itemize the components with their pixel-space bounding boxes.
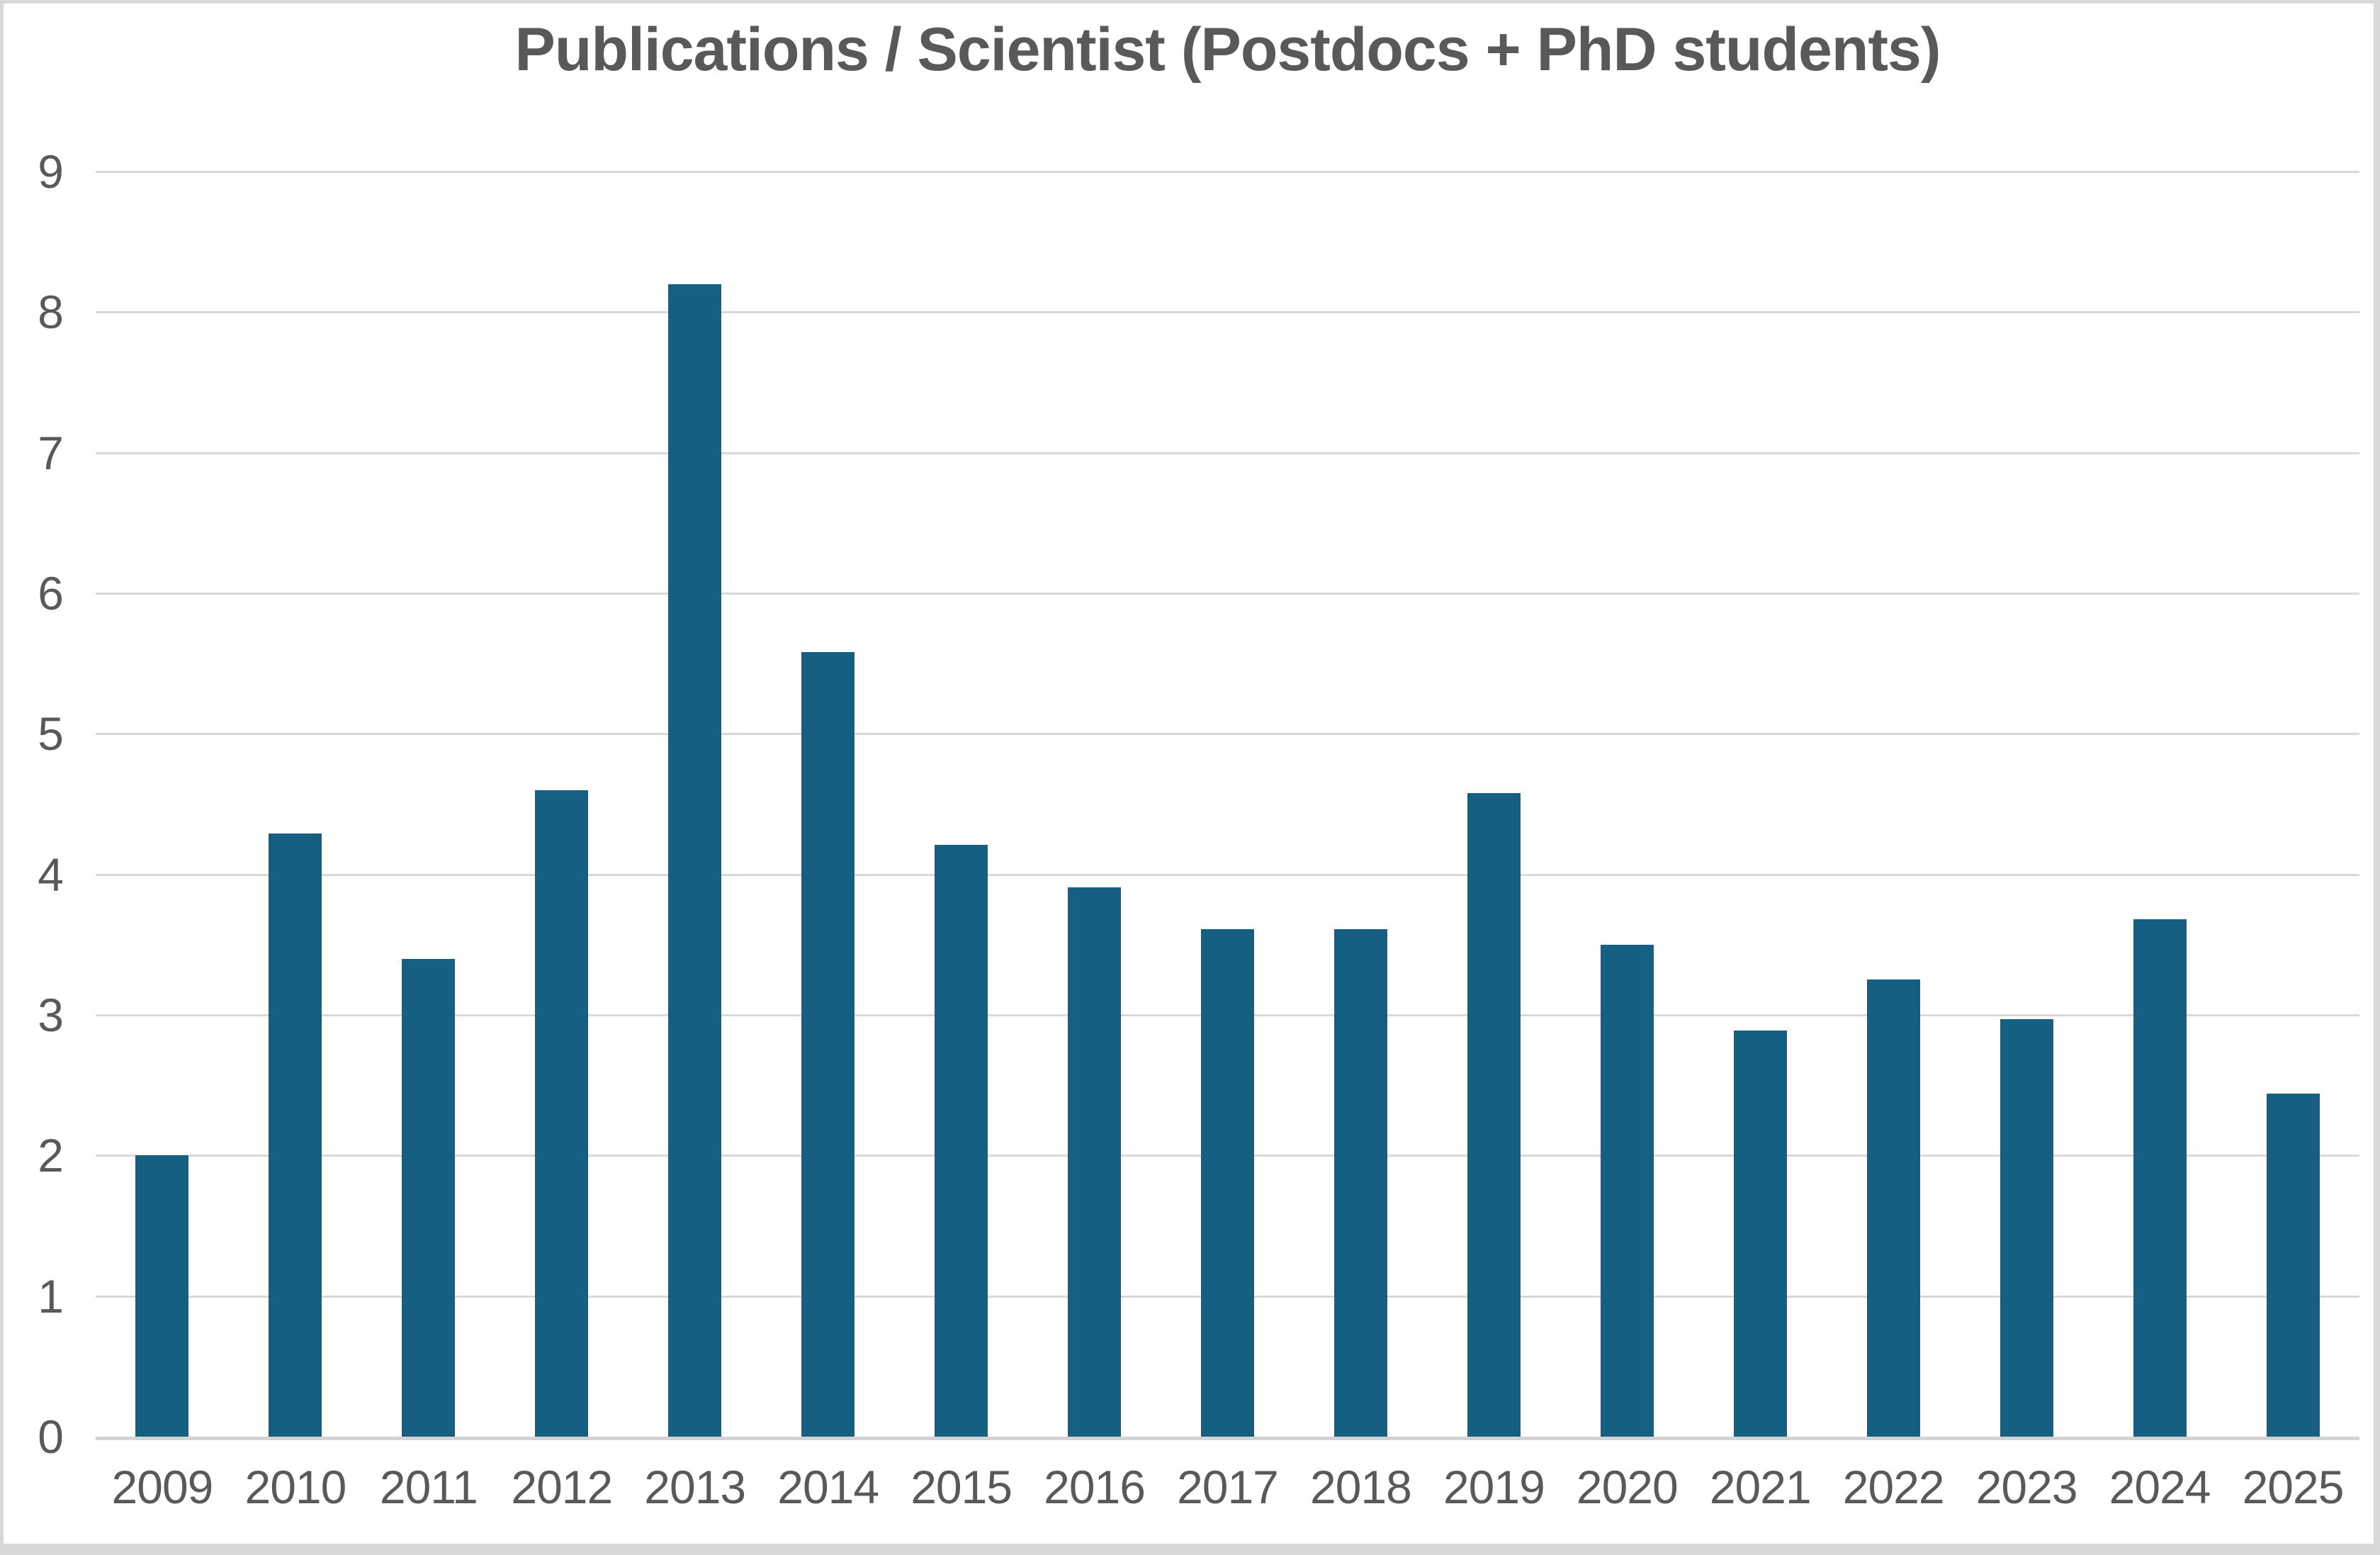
y-tick-label-4: 4 — [38, 848, 64, 901]
x-tick-label-2010: 2010 — [244, 1461, 346, 1513]
bar-2012[interactable] — [535, 790, 589, 1437]
x-tick-label-2022: 2022 — [1842, 1461, 1945, 1513]
bar-2010[interactable] — [269, 833, 322, 1437]
x-tick-label-2012: 2012 — [511, 1461, 613, 1513]
y-tick-label-6: 6 — [38, 567, 64, 619]
y-tick-label-1: 1 — [38, 1269, 64, 1323]
gridline-7 — [96, 451, 2359, 454]
x-tick-label-2021: 2021 — [1709, 1461, 1812, 1513]
y-tick-label-8: 8 — [38, 286, 64, 339]
y-tick-label-3: 3 — [38, 989, 64, 1041]
bar-2016[interactable] — [1068, 887, 1122, 1437]
chart-title: Publications / Scientist (Postdocs + PhD… — [514, 16, 1941, 84]
gridline-5 — [96, 733, 2359, 736]
x-tick-label-2016: 2016 — [1044, 1461, 1146, 1513]
gridline-4 — [96, 873, 2359, 876]
bar-2020[interactable] — [1600, 944, 1654, 1437]
gridline-6 — [96, 593, 2359, 595]
bar-2022[interactable] — [1866, 979, 1920, 1437]
x-tick-label-2015: 2015 — [910, 1461, 1013, 1513]
y-tick-label-2: 2 — [38, 1129, 64, 1182]
bar-2014[interactable] — [801, 652, 855, 1437]
x-tick-label-2011: 2011 — [379, 1461, 478, 1513]
bar-2009[interactable] — [135, 1155, 189, 1437]
y-tick-label-7: 7 — [38, 426, 64, 479]
bar-2017[interactable] — [1201, 929, 1254, 1437]
x-tick-label-2009: 2009 — [111, 1461, 214, 1513]
bar-2023[interactable] — [2000, 1018, 2053, 1437]
x-tick-label-2023: 2023 — [1975, 1461, 2078, 1513]
x-tick-label-2018: 2018 — [1310, 1461, 1412, 1513]
bar-2021[interactable] — [1733, 1030, 1787, 1437]
x-tick-label-2014: 2014 — [777, 1461, 879, 1513]
bar-2024[interactable] — [2133, 919, 2187, 1437]
x-tick-label-2024: 2024 — [2109, 1461, 2211, 1513]
x-tick-label-2020: 2020 — [1576, 1461, 1679, 1513]
bar-2025[interactable] — [2266, 1094, 2320, 1437]
bar-2019[interactable] — [1467, 792, 1521, 1437]
y-tick-label-5: 5 — [38, 707, 64, 760]
y-tick-label-9: 9 — [38, 145, 64, 198]
bar-2015[interactable] — [935, 845, 988, 1437]
x-tick-label-2013: 2013 — [644, 1461, 746, 1513]
bar-2013[interactable] — [668, 284, 722, 1437]
x-tick-label-2025: 2025 — [2242, 1461, 2345, 1513]
bar-2018[interactable] — [1333, 929, 1387, 1437]
gridline-8 — [96, 311, 2359, 314]
bar-2011[interactable] — [402, 958, 456, 1437]
plot-area — [96, 171, 2359, 1440]
x-tick-label-2019: 2019 — [1443, 1461, 1545, 1513]
y-tick-label-0: 0 — [38, 1410, 64, 1463]
gridline-9 — [96, 171, 2359, 173]
x-tick-label-2017: 2017 — [1177, 1461, 1279, 1513]
